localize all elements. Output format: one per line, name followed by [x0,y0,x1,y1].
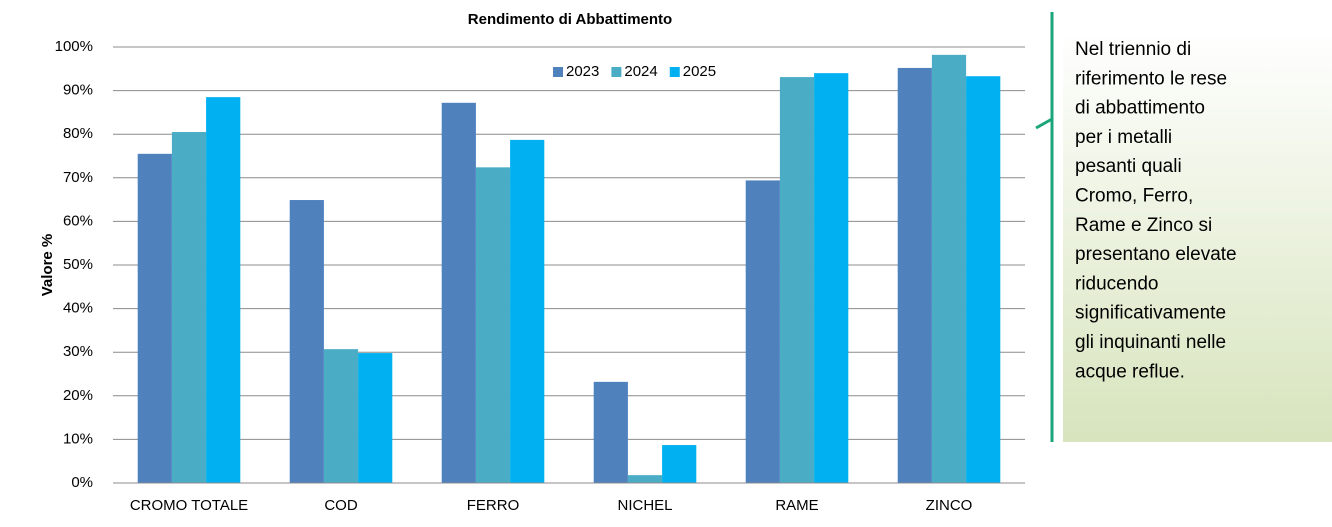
bar [358,353,393,483]
y-tick-label: 40% [63,300,93,317]
note-line: riducendo [1075,273,1158,294]
note-line: per i metalli [1075,127,1172,148]
note-line: presentano elevate [1075,244,1237,265]
note-line: Rame e Zinco si [1075,215,1212,236]
bar [171,132,207,483]
legend-background [545,58,763,86]
bar [510,139,545,484]
note-line: Cromo, Ferro, [1075,186,1193,207]
y-tick-label: 30% [63,343,93,360]
y-tick-label: 10% [63,430,93,447]
legend-label: 2024 [624,63,657,80]
bar [931,54,967,484]
y-tick-label: 50% [63,256,93,273]
y-tick-label: 80% [63,125,93,142]
legend: 2023 2024 2025 [545,58,763,86]
bar [779,77,815,484]
note-line: significativamente [1075,303,1226,324]
bar [662,445,697,483]
legend-swatch [611,67,622,77]
legend-label: 2023 [566,63,599,80]
y-tick-label: 70% [63,169,93,186]
note-line: riferimento le rese [1075,68,1227,89]
note-text: Nel triennio di riferimento le rese di abb… [1075,39,1237,382]
bar [814,73,849,483]
bar [627,475,663,483]
x-tick-label: COD [324,497,358,514]
y-tick-label: 100% [55,38,93,55]
y-axis-label: Valore % [39,234,56,297]
note-line: Nel triennio di [1075,39,1191,60]
bar [475,167,511,483]
y-tick-label: 60% [63,212,93,229]
bar [137,153,172,483]
note-line: acque reflue. [1075,361,1185,382]
bar [289,200,324,483]
bar [206,97,241,483]
bar [593,381,628,483]
legend-swatch [669,67,680,77]
note-line: di abbattimento [1075,98,1205,119]
y-tick-label: 20% [63,387,93,404]
bar [745,180,780,483]
bar [897,67,932,483]
y-tick-label: 0% [71,474,93,491]
note-line: pesanti quali [1075,156,1182,177]
bracket-tick [1035,117,1053,130]
legend-swatch [553,67,563,77]
x-tick-label: RAME [775,497,818,514]
bar [966,76,1001,483]
note-line: gli inquinanti nelle [1075,332,1226,353]
bar [441,102,476,484]
x-tick-label: ZINCO [926,497,973,514]
y-tick-label: 90% [63,82,93,99]
legend-label: 2025 [683,63,716,80]
note-box [1063,30,1332,442]
x-tick-label: NICHEL [617,497,672,514]
bar [323,349,359,483]
x-tick-label: FERRO [467,497,520,514]
x-tick-label: CROMO TOTALE [130,497,248,514]
chart-title: Rendimento di Abbattimento [468,11,672,28]
